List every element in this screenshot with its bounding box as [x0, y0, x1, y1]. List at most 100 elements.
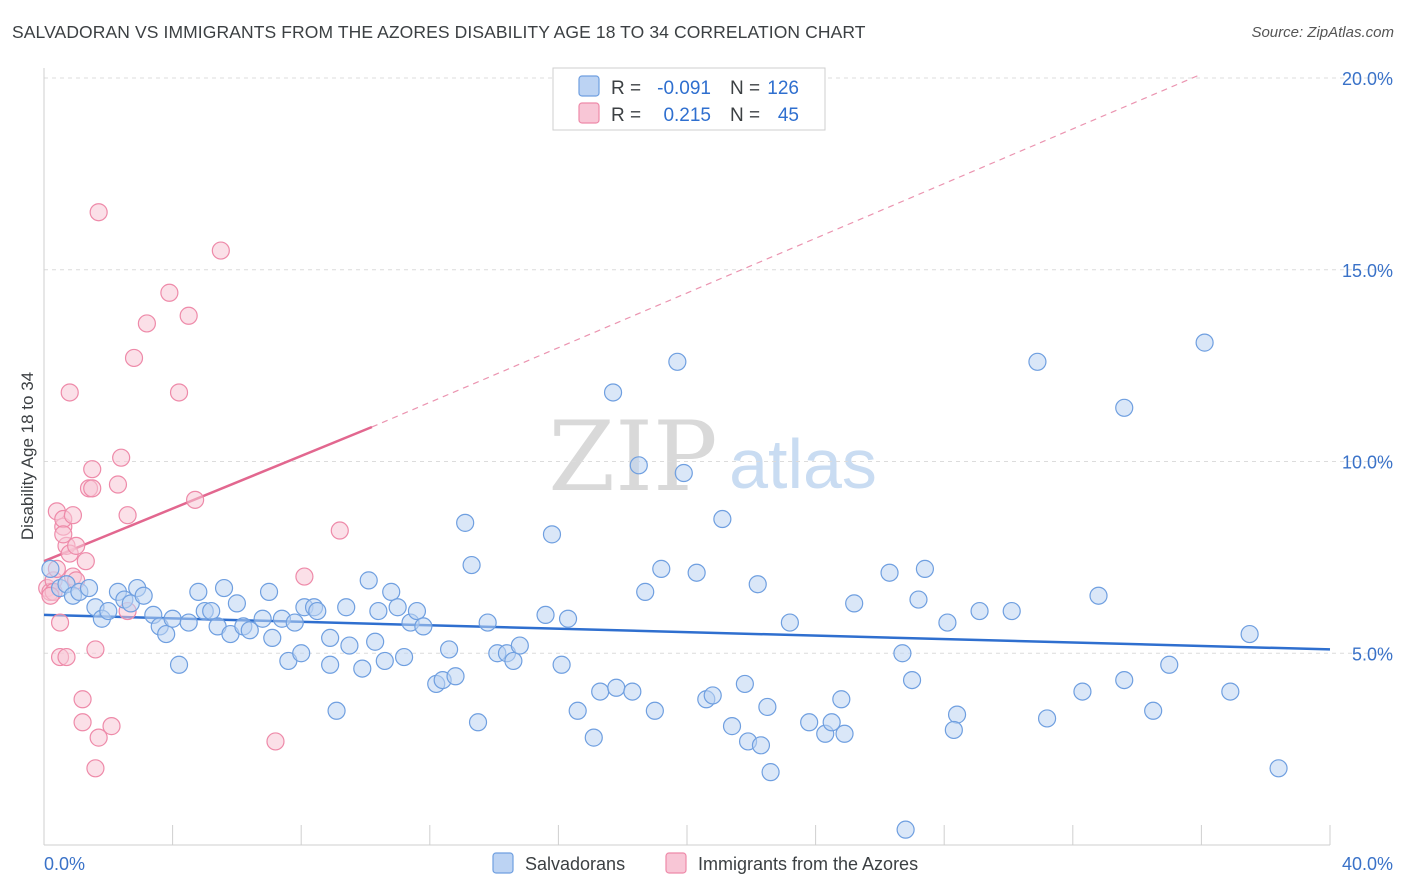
- salvadoran-point-108: [944, 720, 963, 740]
- legend-swatch-blue: [578, 75, 600, 97]
- azores-point-24: [86, 759, 105, 778]
- legend-r-label-1: R =: [611, 78, 641, 99]
- salvadoran-point-39: [321, 628, 340, 648]
- salvadoran-point-110: [1002, 601, 1021, 621]
- azores-trend-line-extended: [371, 73, 1202, 428]
- salvadoran-point-43: [340, 636, 359, 655]
- salvadoran-point-68: [542, 525, 562, 544]
- bottom-legend-label-azores: Immigrants from the Azores: [698, 854, 918, 874]
- salvadoran-point-40: [321, 655, 340, 674]
- bottom-legend-swatch-pink: [665, 852, 687, 874]
- salvadoran-point-106: [938, 613, 957, 632]
- salvadoran-point-35: [292, 644, 311, 663]
- azores-point-30: [118, 506, 137, 525]
- y-tick-label-5: 5.0%: [1352, 644, 1393, 664]
- azores-point-36: [179, 306, 198, 325]
- salvadoran-point-91: [761, 763, 780, 782]
- watermark-atlas: atlas: [729, 425, 877, 503]
- salvadoran-point-94: [800, 713, 819, 732]
- salvadoran-point-47: [369, 601, 388, 621]
- salvadoran-point-81: [674, 463, 693, 483]
- azores-point-13: [63, 506, 83, 525]
- legend-r-value-2: 0.215: [663, 105, 711, 126]
- salvadoran-point-76: [623, 682, 642, 701]
- azores-point-29: [112, 448, 131, 467]
- salvadoran-point-41: [327, 701, 346, 720]
- salvadoran-point-78: [645, 701, 664, 720]
- azores-point-37: [186, 490, 205, 509]
- azores-point-18: [73, 713, 92, 732]
- stats-legend: R = -0.091 N = 126 R = 0.215 N = 45: [552, 67, 826, 131]
- x-tick-label-40: 40.0%: [1342, 854, 1393, 874]
- salvadoran-point-114: [1089, 586, 1108, 605]
- salvadoran-point-85: [713, 509, 732, 529]
- azores-point-19: [76, 552, 95, 571]
- azores-point-32: [124, 348, 144, 368]
- salvadoran-point-117: [1144, 701, 1163, 720]
- salvadoran-point-53: [407, 601, 427, 621]
- legend-n-label-2: N =: [730, 105, 760, 126]
- legend-n-label-1: N =: [730, 78, 760, 99]
- salvadoran-point-109: [970, 601, 989, 621]
- azores-point-10: [57, 647, 76, 667]
- legend-n-value-1: 126: [767, 78, 799, 99]
- salvadoran-point-72: [584, 728, 603, 747]
- salvadoran-point-18: [169, 655, 189, 674]
- legend-r-label-2: R =: [611, 105, 641, 126]
- azores-point-34: [160, 283, 179, 302]
- salvadoran-point-80: [668, 352, 687, 371]
- watermark-zip: ZIP: [548, 401, 717, 513]
- salvadoran-point-112: [1028, 352, 1047, 371]
- salvadoran-point-54: [414, 617, 433, 636]
- salvadoran-point-102: [896, 820, 915, 839]
- salvadoran-point-107: [947, 705, 967, 724]
- azores-point-33: [137, 314, 156, 333]
- salvadoran-point-38: [308, 601, 327, 621]
- salvadoran-point-34: [285, 613, 304, 632]
- salvadoran-point-66: [510, 636, 529, 655]
- salvadoran-point-79: [652, 559, 671, 578]
- salvadoran-point-104: [909, 590, 928, 609]
- azores-point-22: [83, 479, 102, 498]
- salvadoran-point-20: [189, 582, 208, 601]
- salvadoran-point-96: [822, 713, 841, 732]
- azores-point-44: [54, 525, 73, 544]
- salvadoran-point-70: [558, 609, 578, 628]
- salvadoran-point-93: [748, 575, 767, 594]
- salvadoran-point-51: [394, 647, 414, 667]
- azores-point-25: [89, 728, 108, 747]
- salvadoran-point-48: [375, 651, 394, 671]
- bottom-legend-label-salvadorans: Salvadorans: [525, 854, 625, 874]
- salvadoran-point-92: [780, 613, 799, 632]
- y-axis-title: Disability Age 18 to 34: [18, 372, 37, 540]
- azores-point-26: [89, 203, 108, 222]
- salvadoran-point-75: [607, 678, 626, 697]
- salvadoran-point-8: [99, 601, 118, 621]
- salvadoran-point-84: [703, 686, 722, 705]
- source-label: Source: ZipAtlas.com: [1251, 24, 1394, 41]
- chart-title: SALVADORAN VS IMMIGRANTS FROM THE AZORES…: [12, 22, 866, 42]
- azores-point-21: [83, 460, 102, 479]
- salvadoran-point-16: [157, 624, 176, 644]
- x-tick-label-0: 0.0%: [44, 854, 85, 874]
- salvadoran-point-59: [456, 513, 475, 532]
- salvadoran-point-99: [845, 594, 864, 613]
- salvadoran-point-61: [468, 713, 488, 732]
- bottom-legend-swatch-blue: [492, 852, 514, 874]
- salvadoran-point-89: [751, 736, 771, 755]
- salvadoran-point-77: [636, 582, 655, 601]
- azores-points: [38, 203, 349, 778]
- salvadoran-point-22: [202, 601, 221, 621]
- salvadoran-point-42: [337, 598, 356, 617]
- salvadoran-point-103: [902, 670, 922, 690]
- azores-point-39: [266, 732, 285, 751]
- salvadoran-points: [41, 333, 1288, 839]
- salvadoran-point-123: [629, 456, 648, 475]
- legend-swatch-pink: [578, 102, 600, 124]
- azores-point-27: [102, 717, 121, 736]
- azores-trend-line: [43, 425, 373, 563]
- salvadoran-point-113: [1073, 682, 1092, 701]
- salvadoran-point-46: [366, 632, 385, 651]
- salvadoran-point-71: [568, 701, 587, 720]
